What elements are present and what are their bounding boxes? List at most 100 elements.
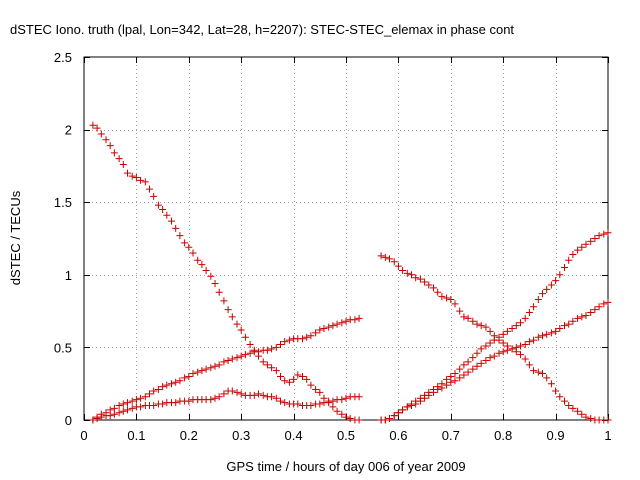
data-point (561, 264, 569, 272)
data-point (434, 386, 442, 394)
data-point (220, 297, 228, 305)
data-point (97, 130, 105, 138)
data-point (381, 253, 389, 261)
data-point (587, 415, 595, 423)
data-point (307, 401, 315, 409)
data-point (259, 358, 267, 366)
axis-ticks: 0 0.1 0.2 0.3 0.4 0.5 0.6 0.7 0.8 0.9 1 0 0.5 1 1.5 2 2.… (54, 50, 612, 443)
data-point (202, 266, 210, 274)
data-point (591, 306, 599, 314)
data-point (303, 333, 311, 341)
data-point (172, 224, 180, 232)
data-point (338, 410, 346, 418)
data-point (499, 330, 507, 338)
data-point (547, 281, 555, 289)
data-point (403, 403, 411, 411)
data-point (268, 345, 276, 353)
data-point (207, 364, 215, 372)
data-point (272, 367, 280, 375)
data-point (259, 391, 267, 399)
data-point (552, 387, 560, 395)
data-point (123, 399, 131, 407)
data-point (325, 323, 333, 331)
data-point (451, 370, 459, 378)
x-tick-label: 0.5 (337, 428, 355, 443)
data-point (97, 413, 105, 421)
data-point (486, 339, 494, 347)
data-point (181, 374, 189, 382)
data-point (390, 258, 398, 266)
data-point (281, 338, 289, 346)
data-point (394, 262, 402, 270)
data-point (582, 413, 590, 421)
data-point (233, 388, 241, 396)
data-point (595, 303, 603, 311)
data-point (403, 269, 411, 277)
data-point (416, 275, 424, 283)
data-point (115, 409, 123, 417)
data-point (233, 354, 241, 362)
data-point (534, 368, 542, 376)
data-point (508, 325, 516, 333)
series-satellite-b (89, 314, 363, 424)
data-point (119, 160, 127, 168)
data-point (137, 394, 145, 402)
data-point (233, 320, 241, 328)
data-point (154, 201, 162, 209)
data-point (89, 416, 97, 424)
data-point (565, 320, 573, 328)
y-tick-label: 1.5 (54, 195, 72, 210)
data-point (250, 391, 258, 399)
data-point (220, 390, 228, 398)
data-point (329, 397, 337, 405)
data-point (425, 391, 433, 399)
data-point (128, 172, 136, 180)
data-point (569, 404, 577, 412)
data-point (228, 387, 236, 395)
data-point (342, 394, 350, 402)
series-satellite-a (89, 121, 363, 424)
data-point (578, 313, 586, 321)
data-point (333, 407, 341, 415)
data-point (207, 396, 215, 404)
data-point (272, 343, 280, 351)
chart-title: dSTEC Iono. truth (lpal, Lon=342, Lat=28… (10, 22, 514, 37)
data-point (456, 365, 464, 373)
data-point (574, 246, 582, 254)
x-tick-label: 0.1 (127, 428, 145, 443)
data-point (534, 295, 542, 303)
data-point (486, 354, 494, 362)
data-point (587, 237, 595, 245)
data-point (464, 368, 472, 376)
data-point (490, 352, 498, 360)
data-point (263, 346, 271, 354)
data-point (123, 169, 131, 177)
data-point (211, 362, 219, 370)
x-tick-label: 0.3 (232, 428, 250, 443)
data-point (281, 377, 289, 385)
data-point (241, 333, 249, 341)
data-point (503, 346, 511, 354)
data-point (578, 243, 586, 251)
data-point (561, 397, 569, 405)
data-point (534, 333, 542, 341)
data-point (351, 316, 359, 324)
data-point (128, 404, 136, 412)
data-point (115, 401, 123, 409)
series-satellite-c (89, 387, 363, 424)
data-point (512, 322, 520, 330)
data-point (224, 306, 232, 314)
data-point (241, 351, 249, 359)
data-point (294, 400, 302, 408)
data-point (89, 121, 97, 129)
data-point (281, 399, 289, 407)
data-point (412, 274, 420, 282)
data-point (228, 355, 236, 363)
data-point (385, 415, 393, 423)
data-point (146, 185, 153, 193)
data-point (530, 367, 538, 375)
data-point (460, 371, 468, 379)
data-point (399, 406, 407, 414)
data-point (565, 401, 573, 409)
data-point (547, 380, 555, 388)
